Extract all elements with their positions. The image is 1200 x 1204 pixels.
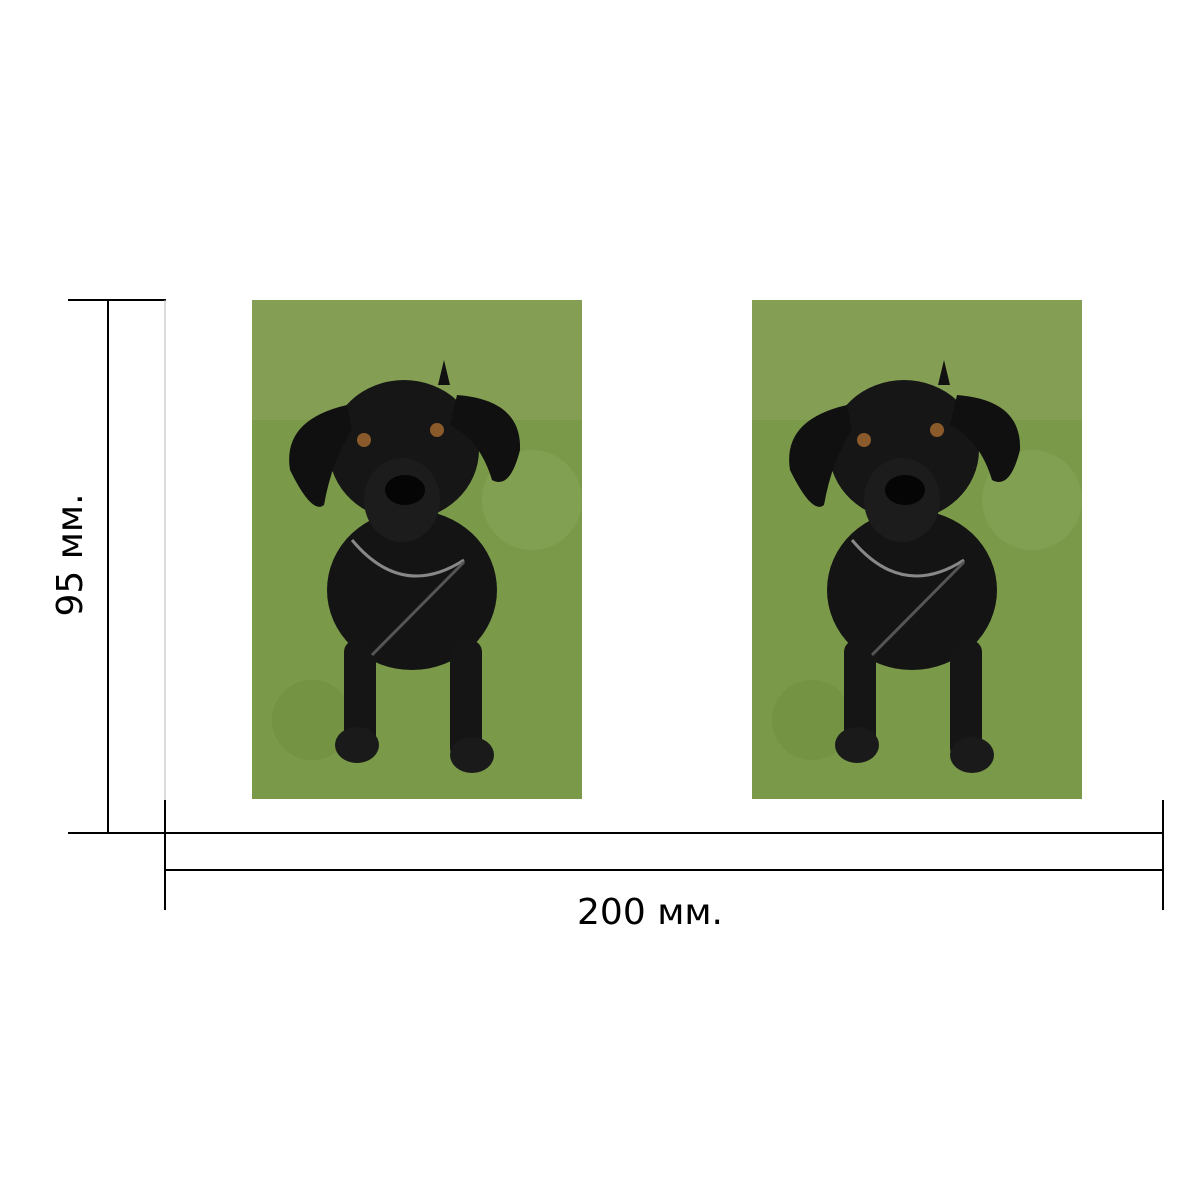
photo xyxy=(750,298,1084,801)
dimension-lines xyxy=(68,299,1164,910)
height-label: 95 мм. xyxy=(50,493,91,616)
photo xyxy=(250,298,584,801)
width-label: 200 мм. xyxy=(577,892,723,933)
